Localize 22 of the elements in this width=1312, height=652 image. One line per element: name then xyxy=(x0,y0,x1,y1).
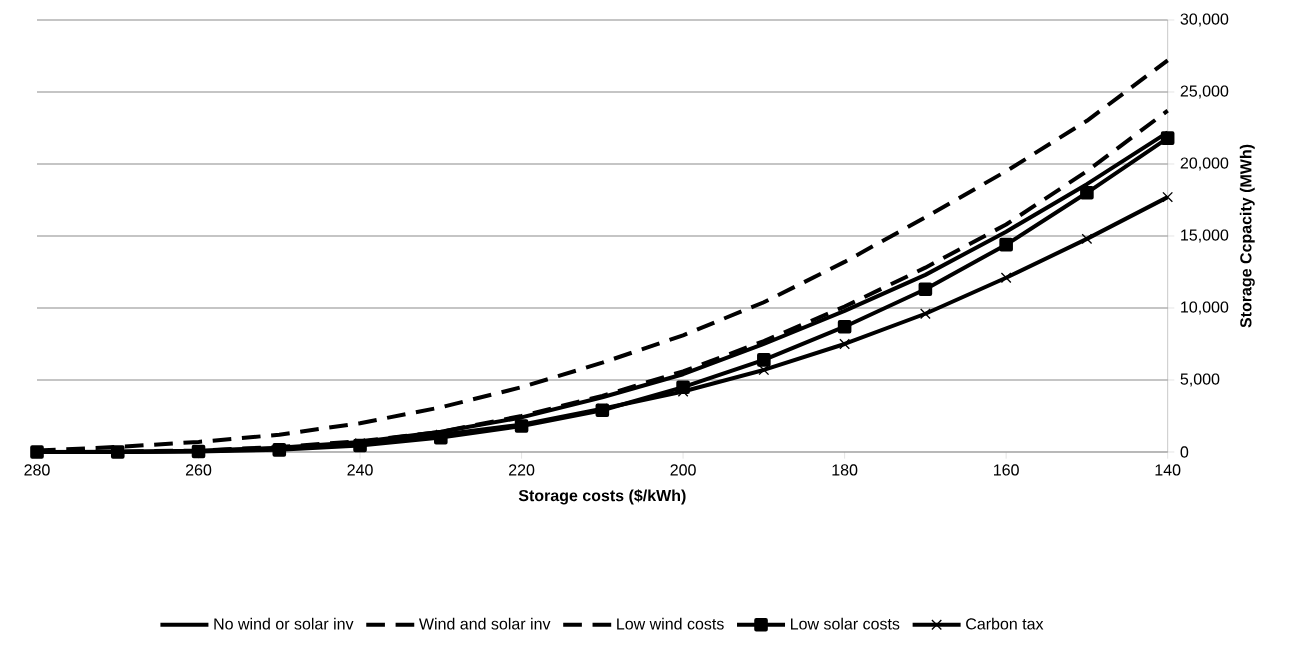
x-tick-label: 160 xyxy=(994,464,1019,476)
x-tick-label: 200 xyxy=(670,464,696,476)
x-tick-label: 280 xyxy=(24,464,50,476)
y-tick-label: 10,000 xyxy=(1181,301,1229,315)
x-tick-label: 140 xyxy=(1155,464,1181,476)
y-tick-label: 20,000 xyxy=(1180,157,1229,171)
x-tick-label: 260 xyxy=(185,464,212,476)
x-tick-label: 240 xyxy=(347,464,373,476)
y-tick-label: 25,000 xyxy=(1180,85,1229,99)
y-axis-title: Storage Ccpacity (MWh) xyxy=(1239,144,1255,328)
x-tick-label: 180 xyxy=(832,464,858,476)
legend-label: Wind and solar inv xyxy=(418,617,551,630)
y-tick-label: 15,000 xyxy=(1181,229,1229,243)
y-tick-label: 5,000 xyxy=(1180,373,1220,387)
y-tick-label: 30,000 xyxy=(1180,13,1229,27)
y-tick-label: 0 xyxy=(1180,446,1189,458)
legend-label: Low wind costs xyxy=(617,617,724,630)
legend-label: Low solar costs xyxy=(791,617,900,630)
x-axis-title: Storage costs ($/kWh) xyxy=(518,489,686,505)
legend-label: Carbon tax xyxy=(966,617,1044,630)
legend-label: No wind or solar inv xyxy=(214,617,354,630)
x-tick-label: 220 xyxy=(509,464,535,476)
